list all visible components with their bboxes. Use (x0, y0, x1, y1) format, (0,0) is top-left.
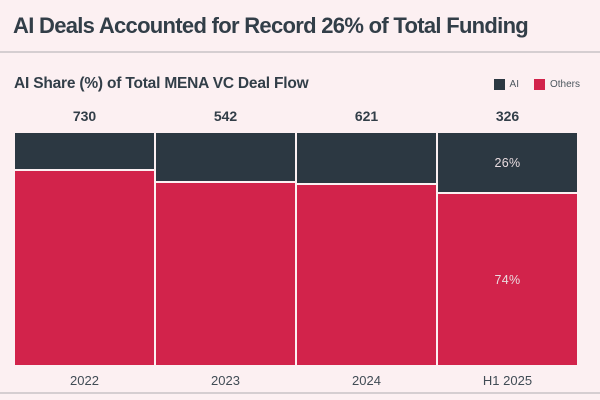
segment-others-2024 (297, 185, 436, 365)
segment-ai-2023 (156, 133, 295, 181)
bar-2022 (15, 133, 154, 365)
x-axis-label-2023: 2023 (211, 373, 240, 388)
bar-2024 (297, 133, 436, 365)
bar-total-label: 542 (213, 108, 238, 124)
legend-swatch-ai (493, 78, 505, 90)
segment-ai-2024 (297, 133, 436, 184)
bar-total-label: 326 (495, 108, 520, 124)
legend-label-others: Others (549, 78, 580, 90)
x-axis-label-2022: 2022 (70, 373, 99, 388)
x-axis-label-2024: 2024 (352, 373, 381, 388)
segment-value-label: 74% (494, 272, 521, 287)
bar-total-label: 621 (354, 108, 379, 124)
legend-swatch-others (533, 78, 545, 90)
chart-legend: AI Others (493, 78, 580, 90)
page-title: AI Deals Accounted for Record 26% of Tot… (13, 13, 529, 38)
bars-row: 26% 74% (15, 133, 577, 365)
stacked-bar-chart: 730 542 621 326 26% 74% 2022 2023 2024 H1 2025 (15, 108, 577, 388)
chart-title: AI Share (%) of Total MENA VC Deal Flow (14, 75, 309, 92)
bar-h1-2025: 26% 74% (438, 133, 577, 365)
segment-others-h1-2025: 74% (438, 194, 577, 365)
footer-divider (0, 392, 600, 394)
segment-ai-h1-2025: 26% (438, 133, 577, 193)
chart-header: AI Share (%) of Total MENA VC Deal Flow … (14, 72, 580, 96)
segment-others-2023 (156, 182, 295, 365)
bar-total-label: 730 (72, 108, 97, 124)
legend-item-others: Others (533, 78, 580, 90)
x-axis-label-h1-2025: H1 2025 (482, 373, 533, 388)
segment-ai-2022 (15, 133, 154, 170)
bar-2023 (156, 133, 295, 365)
legend-item-ai: AI (493, 78, 519, 90)
legend-label-ai: AI (509, 78, 519, 90)
title-divider (0, 51, 600, 53)
totals-row: 730 542 621 326 (15, 108, 577, 133)
segment-value-label: 26% (494, 155, 521, 170)
segment-others-2022 (15, 171, 154, 365)
x-axis-labels: 2022 2023 2024 H1 2025 (15, 365, 577, 388)
